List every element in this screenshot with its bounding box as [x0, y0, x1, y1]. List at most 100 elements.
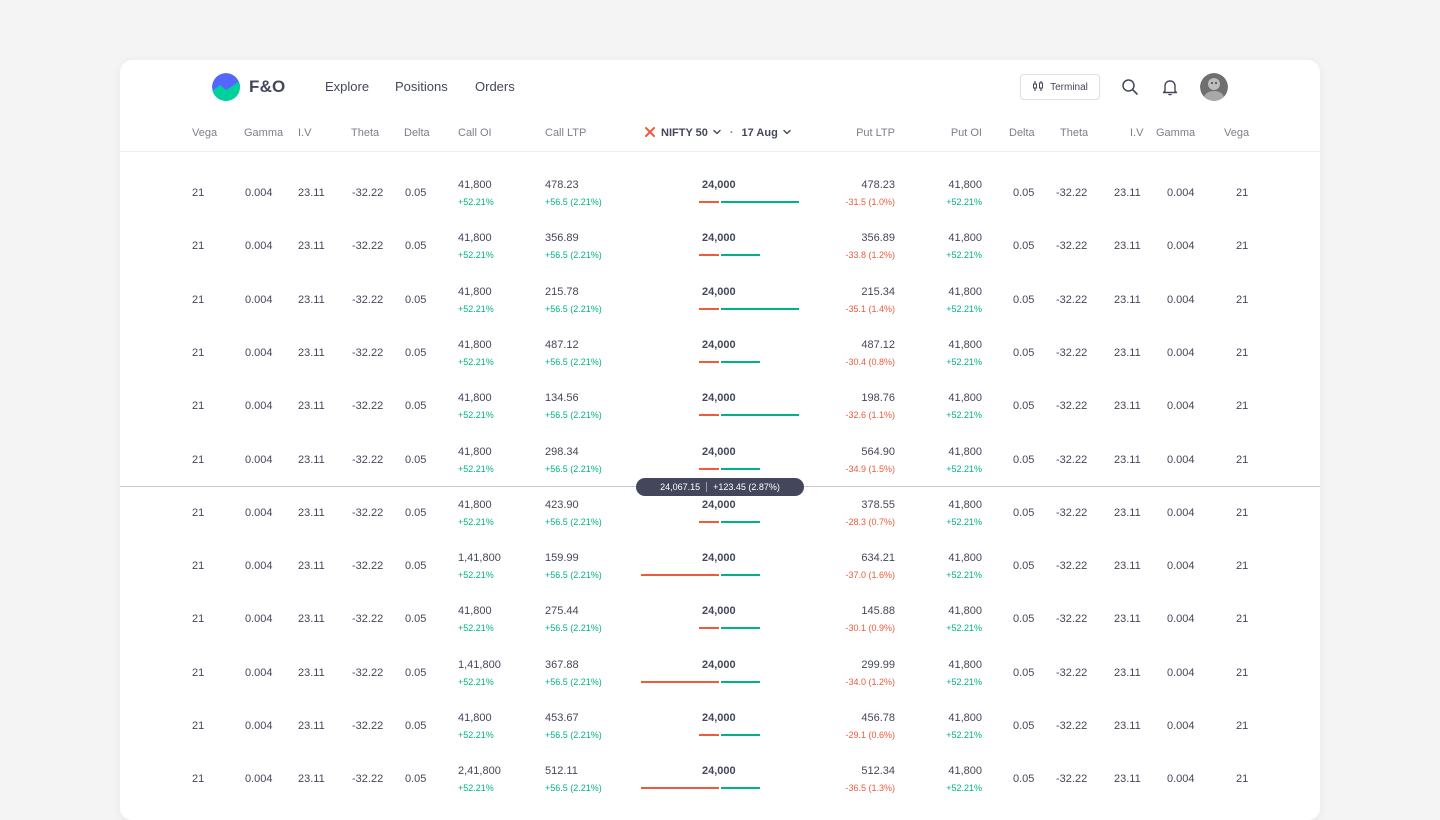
search-icon[interactable] [1119, 76, 1141, 98]
put-oi-value[interactable]: 41,800 [948, 338, 982, 351]
put-oi-value[interactable]: 41,800 [948, 392, 982, 405]
index-selector[interactable]: NIFTY 50 [661, 127, 722, 140]
put-ltp-value[interactable]: 564.90 [861, 445, 895, 458]
table-row[interactable]: 21 0.004 23.11 -32.22 0.05 0.05 -32.22 23.11 0.0… [120, 434, 1320, 487]
put-oi-value[interactable]: 41,800 [948, 712, 982, 724]
col-put-oi[interactable]: Put OI [950, 127, 982, 139]
col-call-ltp[interactable]: Call LTP [545, 127, 587, 139]
put-ltp-value[interactable]: 198.76 [861, 392, 895, 405]
put-ltp-value[interactable]: 487.12 [861, 338, 895, 351]
put-ltp-value[interactable]: 356.89 [861, 232, 895, 245]
call-ltp-change: +56.5 (2.21%) [545, 676, 602, 687]
call-ltp-value[interactable]: 134.56 [545, 392, 579, 405]
put-oi-value[interactable]: 41,800 [948, 605, 982, 618]
call-ltp-value[interactable]: 423.90 [545, 498, 579, 511]
put-oi-value[interactable]: 41,800 [948, 445, 982, 458]
strike-price[interactable]: 24,000 [702, 179, 736, 191]
call-ltp-value[interactable]: 487.12 [545, 338, 579, 351]
strike-price[interactable]: 24,000 [702, 658, 736, 671]
put-ltp-value[interactable]: 215.34 [861, 285, 895, 298]
call-oi-value[interactable]: 2,41,800 [458, 765, 501, 778]
put-oi-value[interactable]: 41,800 [948, 285, 982, 298]
table-row[interactable]: 21 0.004 23.11 -32.22 0.05 0.05 -32.22 23.11 0.0… [120, 753, 1320, 806]
call-ltp-value[interactable]: 215.78 [545, 285, 579, 298]
call-ltp-value[interactable]: 367.88 [545, 658, 579, 671]
table-row[interactable]: 21 0.004 23.11 -32.22 0.05 0.05 -32.22 23.11 0.0… [120, 327, 1320, 380]
col-vega-left[interactable]: Vega [192, 127, 218, 139]
bell-icon[interactable] [1159, 76, 1181, 98]
terminal-button[interactable]: Terminal [1020, 74, 1100, 100]
strike-price[interactable]: 24,000 [702, 605, 736, 618]
put-ltp-value[interactable]: 299.99 [861, 658, 895, 671]
strike-price[interactable]: 24,000 [702, 232, 736, 245]
col-iv-right[interactable]: I.V [1130, 127, 1144, 139]
call-oi-value[interactable]: 41,800 [458, 338, 492, 351]
call-oi-value[interactable]: 41,800 [458, 232, 492, 245]
call-oi-value[interactable]: 1,41,800 [458, 552, 501, 565]
strike-price[interactable]: 24,000 [702, 552, 736, 565]
call-ltp-value[interactable]: 159.99 [545, 552, 579, 565]
table-row[interactable]: 21 0.004 23.11 -32.22 0.05 0.05 -32.22 23.11 0.0… [120, 487, 1320, 540]
put-oi-value[interactable]: 41,800 [948, 765, 982, 778]
nav-positions[interactable]: Positions [395, 79, 448, 94]
brand-logo[interactable] [212, 73, 240, 101]
put-ltp-value[interactable]: 478.23 [861, 179, 895, 191]
put-ltp-value[interactable]: 145.88 [861, 605, 895, 618]
col-theta-left[interactable]: Theta [351, 127, 380, 139]
col-delta-right[interactable]: Delta [1009, 127, 1035, 139]
call-ltp-value[interactable]: 275.44 [545, 605, 579, 618]
call-oi-value[interactable]: 41,800 [458, 392, 492, 405]
col-delta-left[interactable]: Delta [404, 127, 430, 139]
strike-price[interactable]: 24,000 [702, 445, 736, 458]
col-gamma-right[interactable]: Gamma [1156, 127, 1196, 139]
table-row[interactable]: 21 0.004 23.11 -32.22 0.05 0.05 -32.22 23.11 0.0… [120, 647, 1320, 700]
strike-price[interactable]: 24,000 [702, 285, 736, 298]
avatar[interactable] [1200, 73, 1228, 101]
call-ltp-value[interactable]: 478.23 [545, 179, 579, 191]
close-icon[interactable] [644, 126, 656, 141]
call-oi-value[interactable]: 41,800 [458, 179, 492, 191]
call-oi-value[interactable]: 41,800 [458, 712, 492, 724]
strike-price[interactable]: 24,000 [702, 338, 736, 351]
table-row[interactable]: 21 0.004 23.11 -32.22 0.05 0.05 -32.22 23.11 0.0… [120, 540, 1320, 593]
put-oi-value[interactable]: 41,800 [948, 179, 982, 191]
strike-price[interactable]: 24,000 [702, 498, 736, 511]
call-oi-value[interactable]: 41,800 [458, 285, 492, 298]
table-row[interactable]: 21 0.004 23.11 -32.22 0.05 0.05 -32.22 23.11 0.0… [120, 167, 1320, 220]
put-ltp-value[interactable]: 378.55 [861, 498, 895, 511]
nav-orders[interactable]: Orders [475, 79, 515, 94]
put-ltp-value[interactable]: 634.21 [861, 552, 895, 565]
put-oi-value[interactable]: 41,800 [948, 552, 982, 565]
put-oi-value[interactable]: 41,800 [948, 498, 982, 511]
nav-explore[interactable]: Explore [325, 79, 370, 94]
table-row[interactable]: 21 0.004 23.11 -32.22 0.05 0.05 -32.22 23.11 0.0… [120, 380, 1320, 433]
strike-price[interactable]: 24,000 [702, 765, 736, 778]
call-ltp-value[interactable]: 298.34 [545, 445, 579, 458]
col-call-oi[interactable]: Call OI [458, 127, 492, 139]
put-ltp-value[interactable]: 512.34 [861, 765, 895, 778]
table-row[interactable]: 21 0.004 23.11 -32.22 0.05 0.05 -32.22 23.11 0.0… [120, 220, 1320, 273]
put-oi-value[interactable]: 41,800 [948, 232, 982, 245]
call-ltp-value[interactable]: 356.89 [545, 232, 579, 245]
strike-price[interactable]: 24,000 [702, 712, 736, 724]
gamma-cell: 0.004 [245, 187, 273, 199]
right-vega-cell: 21 [1236, 240, 1249, 253]
call-oi-value[interactable]: 41,800 [458, 498, 492, 511]
call-oi-value[interactable]: 41,800 [458, 445, 492, 458]
table-row[interactable]: 21 0.004 23.11 -32.22 0.05 0.05 -32.22 23.11 0.0… [120, 593, 1320, 646]
put-oi-value[interactable]: 41,800 [948, 658, 982, 671]
call-oi-value[interactable]: 41,800 [458, 605, 492, 618]
call-ltp-value[interactable]: 512.11 [545, 765, 578, 778]
call-oi-value[interactable]: 1,41,800 [458, 658, 501, 671]
expiry-selector[interactable]: 17 Aug [742, 127, 792, 140]
table-row[interactable]: 21 0.004 23.11 -32.22 0.05 0.05 -32.22 23.11 0.0… [120, 274, 1320, 327]
col-vega-right[interactable]: Vega [1224, 127, 1250, 139]
call-ltp-value[interactable]: 453.67 [545, 712, 579, 724]
put-ltp-value[interactable]: 456.78 [861, 712, 895, 724]
strike-price[interactable]: 24,000 [702, 392, 736, 405]
col-gamma-left[interactable]: Gamma [244, 127, 284, 139]
col-put-ltp[interactable]: Put LTP [856, 127, 895, 139]
col-iv-left[interactable]: I.V [298, 127, 312, 139]
col-theta-right[interactable]: Theta [1060, 127, 1089, 139]
table-row[interactable]: 21 0.004 23.11 -32.22 0.05 0.05 -32.22 23.11 0.0… [120, 700, 1320, 753]
